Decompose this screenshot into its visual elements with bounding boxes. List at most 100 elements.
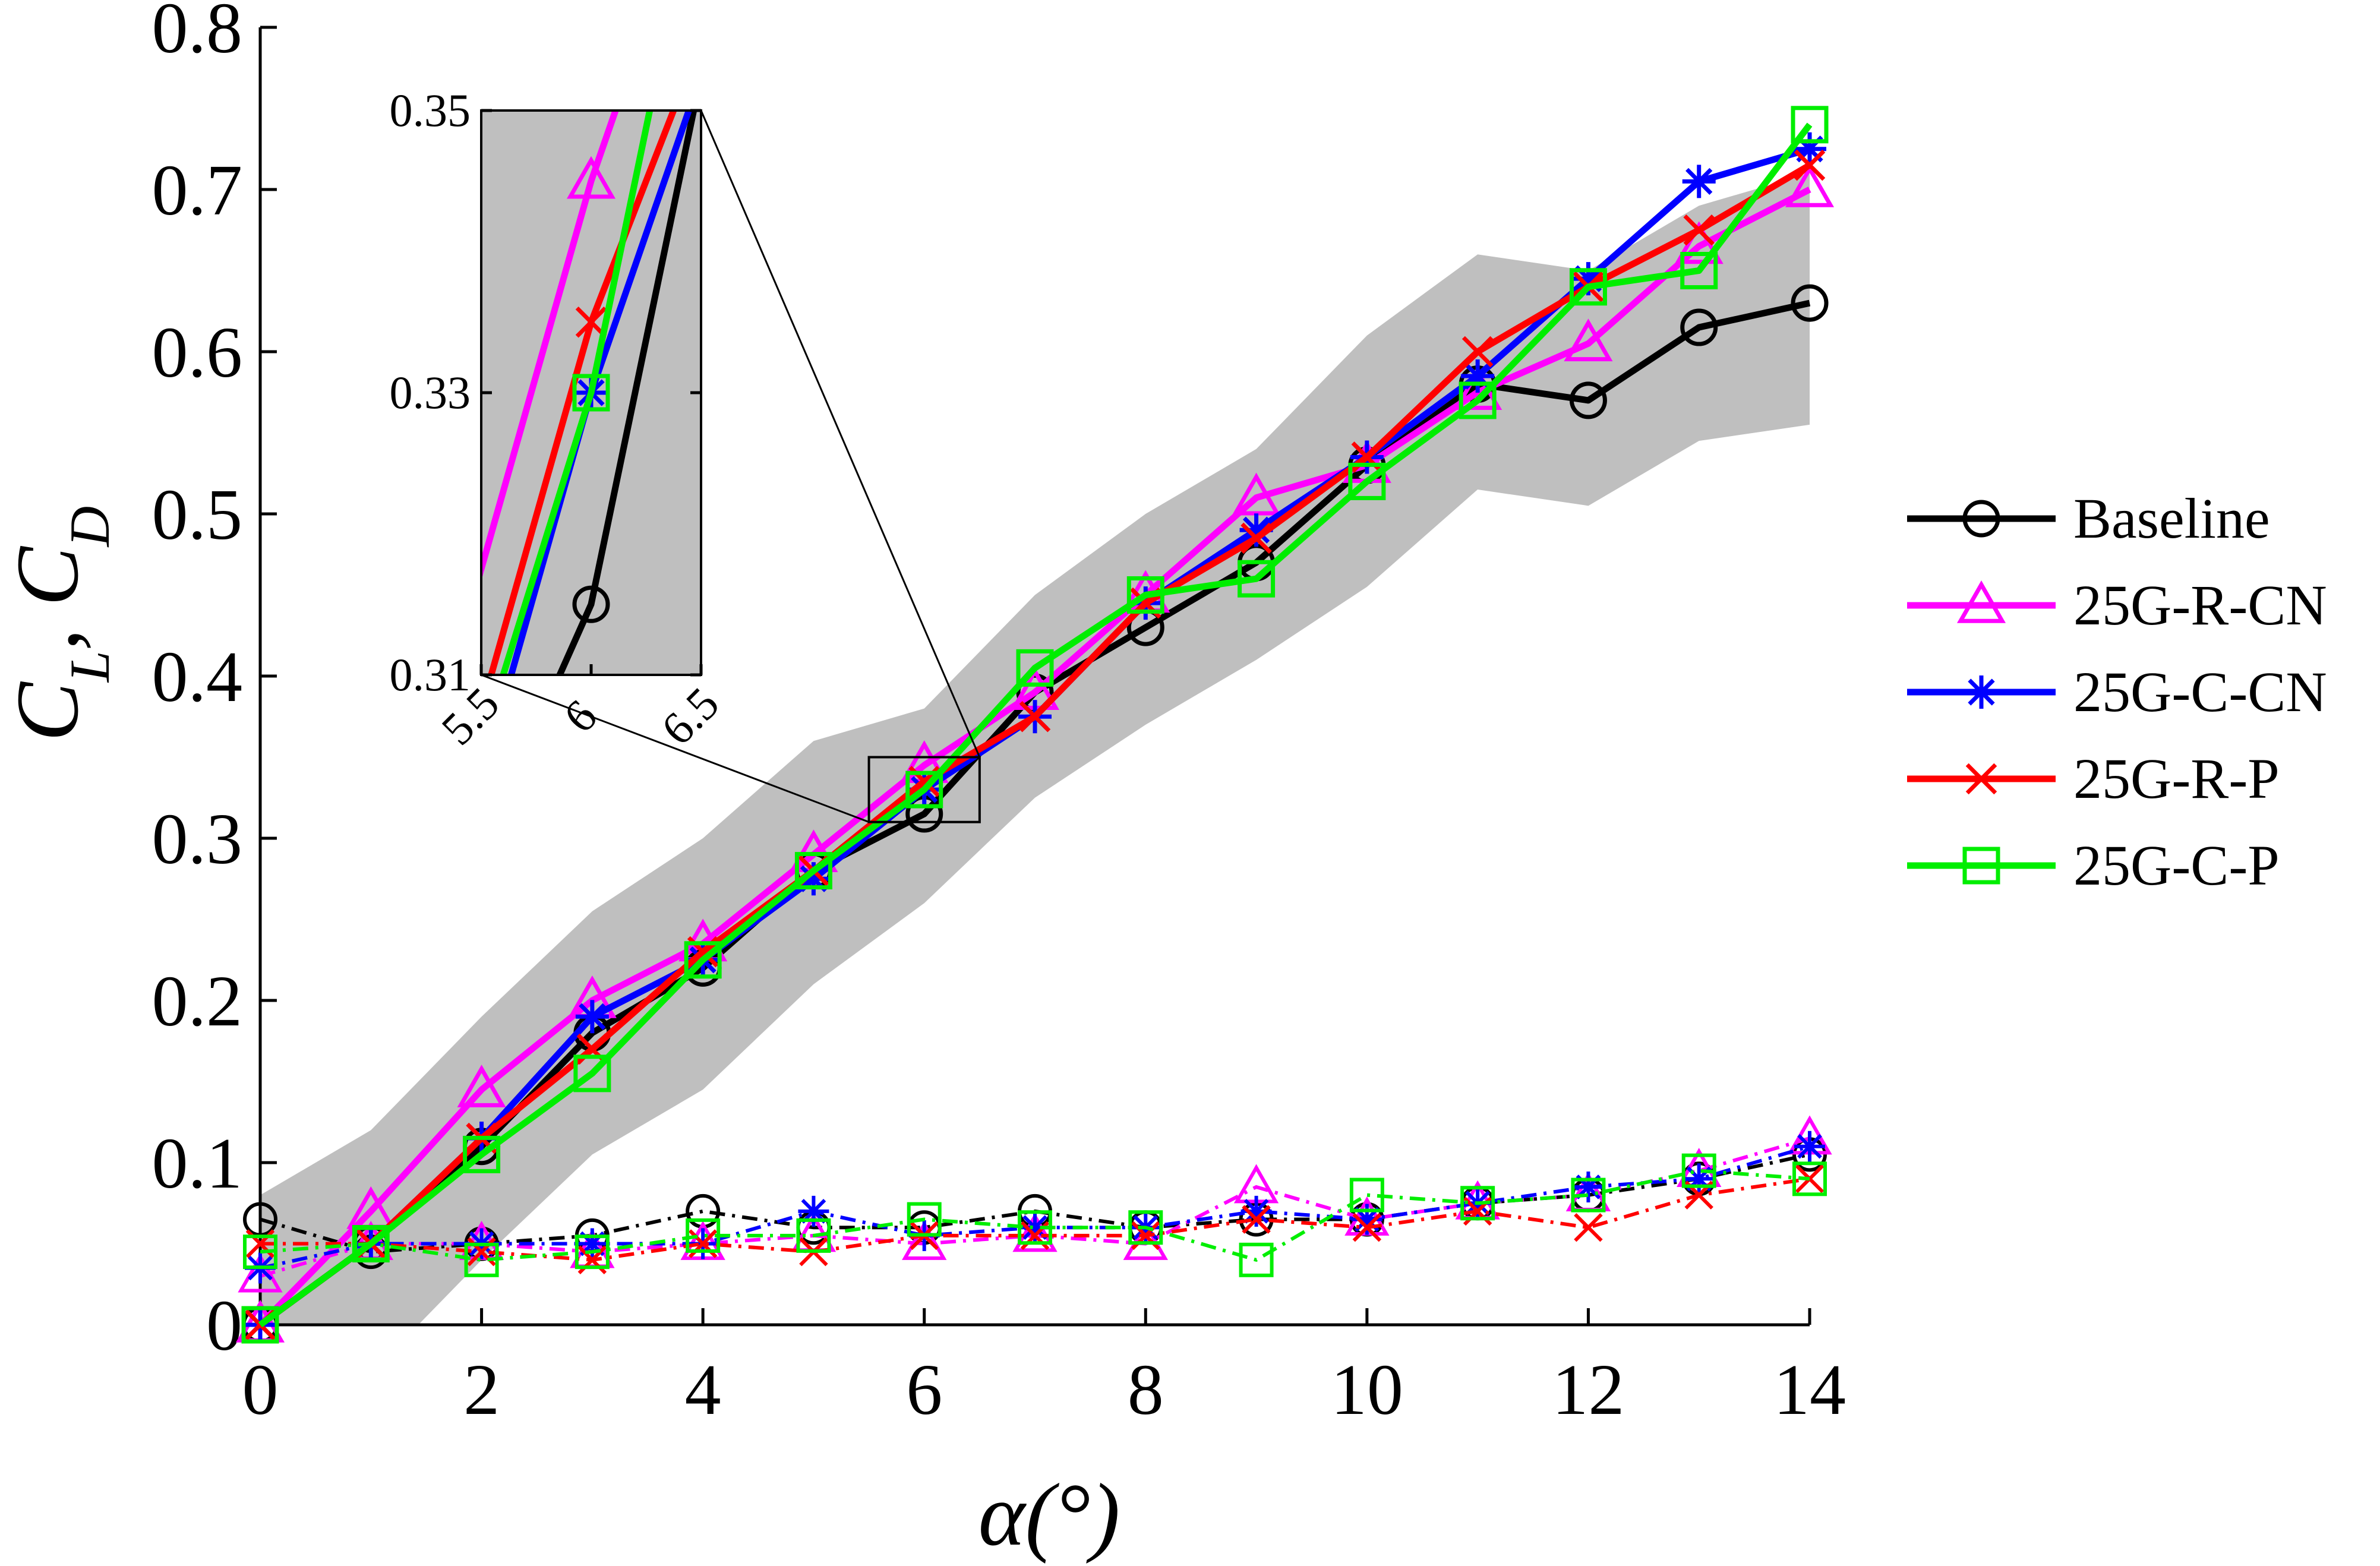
- x-axis-label: α(°): [978, 1466, 1120, 1564]
- series-25g-c-p-cd-point: [796, 1218, 831, 1253]
- series-25g-c-cn-cd-point: [1573, 1171, 1604, 1202]
- x-tick-label: 4: [685, 1350, 721, 1430]
- legend-marker: [1962, 500, 2000, 538]
- series-25g-c-p-cd-point: [575, 1235, 610, 1270]
- inset-25g-c-p-cl-point: [572, 374, 610, 412]
- inset-baseline-cl-line: [556, 110, 697, 675]
- series-25g-r-p-cd-point: [1352, 1213, 1382, 1242]
- series-25g-r-cn-cl-point: [1785, 164, 1835, 207]
- series-25g-c-cn-cl-point: [1461, 359, 1495, 393]
- inset-baseline-cl-point: [572, 585, 610, 623]
- series-25g-c-p-cl-line: [258, 122, 1813, 1328]
- series-25g-c-cn-cd-point: [1019, 1212, 1050, 1243]
- inset-x-tick-label: 6: [554, 690, 607, 743]
- legend-marker: [1965, 763, 1997, 795]
- legend-label: 25G-R-CN: [2073, 573, 2327, 637]
- series-25g-r-p-cd-point: [1574, 1213, 1603, 1242]
- uncertainty-band-layer: [260, 173, 1810, 1325]
- series-25g-c-p-cl-point: [352, 1225, 390, 1262]
- series-25g-c-p-cl-point: [684, 941, 722, 979]
- legend-label: 25G-C-P: [2073, 833, 2280, 897]
- zoom-box: [867, 756, 981, 823]
- series-25g-c-cn-cl-point: [575, 1000, 609, 1034]
- series-baseline-cl-point: [1569, 381, 1607, 419]
- x-tick-label: 2: [463, 1350, 500, 1430]
- series-25g-c-cn-cd-point: [1683, 1163, 1715, 1195]
- series-25g-c-p-cd-point: [243, 1235, 277, 1270]
- zoom-connector: [481, 674, 870, 823]
- y-tick-label: 0.8: [152, 0, 243, 68]
- y-tick-label: 0: [206, 1286, 242, 1366]
- series-25g-c-p-cd-point: [1571, 1177, 1606, 1213]
- series-25g-r-p-cl-point: [1794, 149, 1826, 181]
- legend-label: Baseline: [2073, 487, 2270, 550]
- series-25g-c-p-cl-point: [1680, 252, 1718, 289]
- legend-entry-25g-r-p: 25G-R-P: [1907, 747, 2280, 810]
- series-25g-c-p-cd-point: [1239, 1242, 1274, 1277]
- y-tick-label: 0.2: [152, 961, 243, 1041]
- inset-25g-r-cn-cl-point: [566, 156, 616, 199]
- y-tick-label: 0.5: [152, 475, 243, 555]
- series-25g-c-p-cd-line: [260, 1169, 1810, 1262]
- series-25g-c-cn-cd-point: [1794, 1131, 1825, 1162]
- series-25g-c-p-cl-point: [573, 1054, 611, 1093]
- inset-y-tick-label: 0.33: [390, 367, 471, 418]
- series-25g-r-cn-cd-point: [238, 1253, 283, 1293]
- series-25g-c-cn-cl-point: [1239, 513, 1273, 547]
- legend-marker: [1956, 580, 2006, 623]
- inset-zoom: 0.310.330.355.5 6 6.5: [390, 84, 981, 823]
- series-25g-r-cn-cl-point: [1564, 318, 1613, 362]
- series-25g-c-p-cl-point: [1238, 560, 1276, 598]
- series-25g-r-cn-cl-point: [457, 1065, 506, 1107]
- series-25g-c-p-cl-point: [905, 771, 943, 809]
- legend-marker: [1965, 675, 1998, 709]
- series-25g-c-p-cd-point: [464, 1242, 499, 1277]
- legend-entry-baseline: Baseline: [1907, 487, 2270, 550]
- series-25g-c-p-cd-point: [907, 1202, 942, 1237]
- y-tick-label: 0.7: [152, 150, 243, 231]
- series-25g-c-cn-cd-point: [1351, 1204, 1382, 1235]
- series-25g-r-p-cl-point: [1019, 700, 1051, 733]
- series-25g-c-p-cl-point: [1126, 576, 1164, 614]
- series-25g-r-cn-cl-point: [1674, 221, 1724, 264]
- series-25g-c-cn-cl-point: [1571, 262, 1605, 296]
- y-tick-label: 0.1: [152, 1123, 243, 1204]
- zoom-connector: [700, 110, 981, 758]
- inset-y-tick-label: 0.31: [390, 649, 471, 700]
- series-25g-r-cn-cd-point: [1012, 1213, 1058, 1252]
- x-tick-label: 0: [242, 1350, 279, 1430]
- y-tick-label: 0.4: [152, 637, 243, 717]
- y-tick-label: 0.6: [152, 312, 243, 393]
- legend-label: 25G-R-P: [2073, 747, 2280, 810]
- series-25g-c-p-cl-point: [794, 852, 832, 890]
- series-25g-c-p-cl-point: [1016, 649, 1054, 687]
- series-25g-r-p-cl-point: [1462, 336, 1494, 368]
- inset-y-tick-label: 0.35: [390, 84, 471, 136]
- series-25g-c-cn-cd-point: [798, 1195, 829, 1227]
- series-25g-r-p-cl-point: [1240, 522, 1272, 554]
- legend-entry-25g-r-cn: 25G-R-CN: [1907, 573, 2327, 637]
- series-25g-r-cn-cl-line: [258, 187, 1811, 1327]
- y-axis-label: CL, CD: [0, 506, 121, 742]
- series-25g-c-p-cl-point: [241, 1306, 279, 1344]
- series-25g-r-p-cl-point: [1683, 214, 1715, 246]
- series-25g-c-p-cd-point: [1792, 1161, 1827, 1196]
- legend-label: 25G-C-CN: [2073, 660, 2327, 724]
- series-25g-c-cn-cl-point: [797, 862, 831, 896]
- x-tick-label: 12: [1552, 1350, 1624, 1430]
- series-25g-c-p-cl-point: [1569, 268, 1607, 306]
- legend: Baseline 25G-R-CN 25G-C-CN 25G-R-P 25G-C-P: [1907, 487, 2327, 897]
- series-baseline-cl-point: [1680, 308, 1718, 346]
- series-25g-c-cn-cd-point: [576, 1228, 608, 1259]
- x-tick-label: 6: [906, 1350, 942, 1430]
- legend-marker: [1962, 847, 2000, 885]
- series-25g-r-p-cd-line: [260, 1177, 1810, 1262]
- series-25g-c-p-cd-point: [1018, 1210, 1052, 1245]
- series-25g-c-cn-cl-point: [1682, 165, 1716, 198]
- x-tick-label: 14: [1773, 1350, 1846, 1430]
- series-25g-c-p-cl-point: [1459, 381, 1497, 419]
- legend-entry-25g-c-cn: 25G-C-CN: [1907, 660, 2327, 724]
- series-25g-c-p-cl-point: [1348, 462, 1386, 500]
- y-tick-label: 0.3: [152, 799, 243, 879]
